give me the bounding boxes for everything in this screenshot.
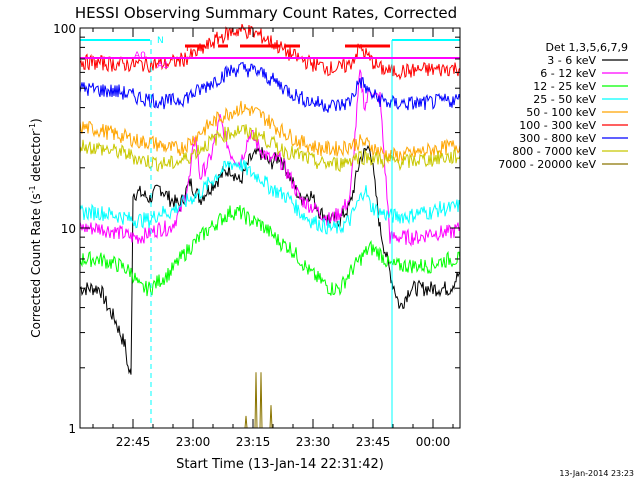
x-tick-label: 23:30 <box>296 435 331 449</box>
series-line <box>79 205 461 297</box>
series-line <box>79 158 461 235</box>
attenuator-overlays <box>80 39 461 428</box>
x-tick-label: 22:45 <box>116 435 151 449</box>
legend-entry: 3 - 6 keV <box>547 54 596 67</box>
legend-entry: 50 - 100 keV <box>526 106 596 119</box>
chart-title: HESSI Observing Summary Count Rates, Cor… <box>75 4 457 22</box>
series-line <box>79 23 461 81</box>
y-tick-label: 100 <box>53 22 76 36</box>
x-axis-label: Start Time (13-Jan-14 22:31:42) <box>176 457 384 472</box>
axes: 22:45 23:00 23:15 23:30 23:45 00:00 1 10 100 <box>53 22 460 449</box>
legend-entry: 7000 - 20000 keV <box>498 158 596 171</box>
f-label: F <box>186 44 191 54</box>
x-tick-label: 23:15 <box>236 435 271 449</box>
legend-entry: 800 - 7000 keV <box>512 145 596 158</box>
series-line <box>79 61 461 113</box>
x-tick-label: 00:00 <box>416 435 451 449</box>
a0-label: A0 <box>134 51 146 61</box>
x-tick-label: 23:00 <box>176 435 211 449</box>
legend-entry: 100 - 300 keV <box>519 119 596 132</box>
legend-entry: 25 - 50 keV <box>533 93 596 106</box>
series-line <box>80 372 460 429</box>
series-line <box>79 124 461 173</box>
timestamp: 13-Jan-2014 23:23 <box>559 469 634 478</box>
legend-entry: 12 - 25 keV <box>533 80 596 93</box>
x-tick-label: 23:45 <box>356 435 391 449</box>
series-line <box>79 100 461 164</box>
a1-label: A1 <box>157 61 169 71</box>
legend-entry: 300 - 800 keV <box>519 132 596 145</box>
plot-lines <box>79 23 461 429</box>
legend-title: Det 1,3,5,6,7,9 <box>545 41 628 54</box>
series-line <box>79 69 461 247</box>
y-tick-label: 10 <box>61 222 76 236</box>
legend-entry: 6 - 12 keV <box>540 67 596 80</box>
y-tick-label: 1 <box>68 422 76 436</box>
series-line <box>79 144 461 375</box>
y-axis-label: Corrected Count Rate (s-1 detector-1) <box>28 118 43 337</box>
n-label: N <box>157 36 164 46</box>
